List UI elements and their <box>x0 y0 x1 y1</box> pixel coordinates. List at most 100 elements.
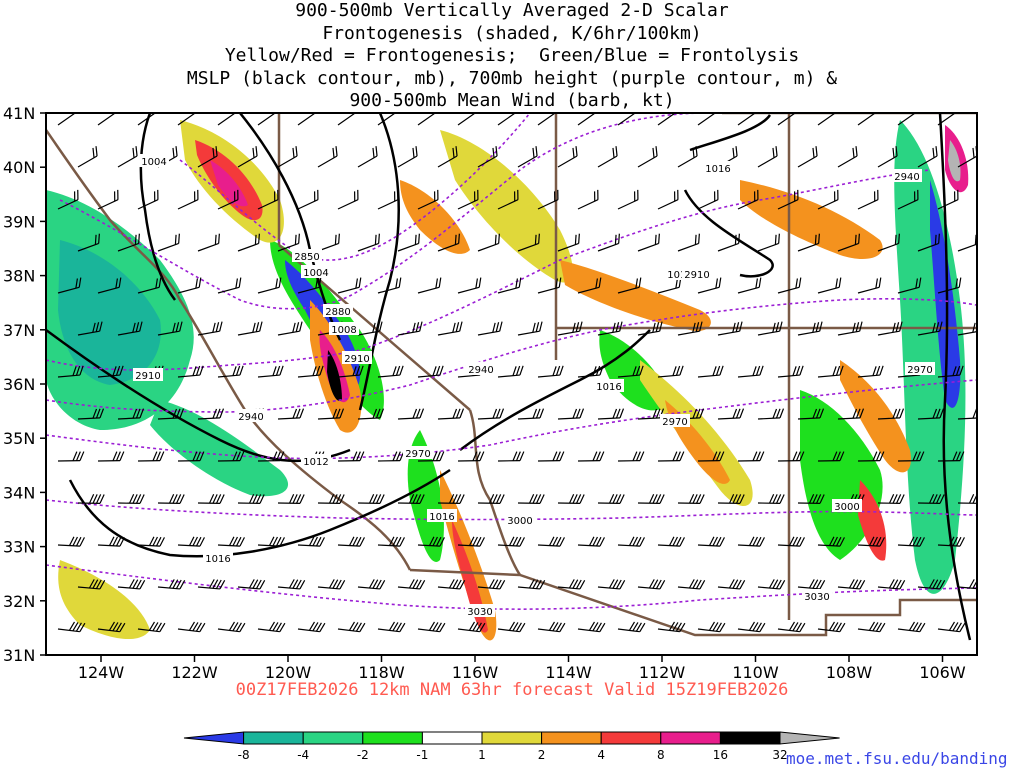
wind-barb <box>317 146 338 168</box>
wind-barb <box>497 536 525 547</box>
wind-barb <box>557 579 586 590</box>
wind-barb <box>337 536 365 547</box>
wind-barb <box>357 233 380 252</box>
height-label-bg <box>342 351 372 364</box>
wind-barb <box>637 494 665 504</box>
height-label: 2910 <box>344 354 369 365</box>
wind-barb <box>737 277 762 294</box>
wind-barb <box>617 277 642 294</box>
wind-barb <box>557 146 578 168</box>
wind-barb <box>417 277 442 294</box>
wind-barb <box>837 321 863 336</box>
height-label: 3000 <box>507 516 532 527</box>
wind-barb <box>177 277 202 294</box>
wind-barb <box>757 321 783 336</box>
height-label: 2910 <box>135 371 160 382</box>
wind-barb <box>677 321 703 336</box>
wind-barb <box>477 579 506 590</box>
coastline <box>46 129 412 571</box>
wind-barb <box>137 536 165 547</box>
wind-barb <box>277 494 305 504</box>
lat-label: 36N <box>3 375 35 394</box>
height-label-bg <box>892 169 922 182</box>
mslp-1016-loop <box>683 189 774 278</box>
wind-barb <box>637 146 658 168</box>
wind-barb <box>617 189 639 210</box>
wind-barb <box>957 579 977 590</box>
wind-barb <box>337 451 365 462</box>
mslp-label-bg <box>427 509 457 522</box>
wind-barb <box>557 494 585 504</box>
wind-barb <box>317 494 345 504</box>
wind-barb <box>117 408 145 420</box>
wind-barb <box>817 277 842 294</box>
height-label-bg <box>403 446 433 459</box>
wind-barb <box>177 451 205 462</box>
wind-barb <box>397 494 425 504</box>
wind-barb <box>457 277 482 294</box>
wind-barb <box>637 233 660 252</box>
height-label-bg <box>466 362 496 375</box>
frontogenesis-nw-max <box>210 160 248 207</box>
wind-barb <box>757 146 778 168</box>
wind-barb <box>597 146 618 168</box>
map-title: 900-500mb Vertically Averaged 2-D Scalar… <box>0 0 1024 113</box>
credit-url[interactable]: moe.met.fsu.edu/banding <box>786 749 1008 768</box>
colorbar-label: -4 <box>297 748 309 762</box>
wind-barb <box>797 494 825 504</box>
wind-barb <box>877 408 905 420</box>
wind-barb <box>657 621 686 633</box>
wind-barb <box>757 233 780 252</box>
wind-barb <box>217 536 245 547</box>
wind-barb <box>857 189 879 210</box>
wind-barb <box>437 321 463 336</box>
wind-barb <box>837 146 858 168</box>
wind-barb <box>777 189 799 210</box>
height-3000 <box>46 499 977 521</box>
colorbar-swatch <box>600 731 662 745</box>
height-label-bg <box>133 368 163 381</box>
wind-barb <box>317 233 340 252</box>
wind-barb <box>117 321 143 336</box>
wind-barb <box>177 536 205 547</box>
wind-barb <box>117 579 146 590</box>
colorbar-swatch <box>183 731 245 745</box>
mslp-1008 <box>358 113 400 411</box>
wind-barb <box>257 536 285 547</box>
mslp-label: 1016 <box>705 164 730 175</box>
wind-barb <box>697 365 724 378</box>
wind-barb <box>477 494 505 504</box>
wind-barb <box>117 494 145 504</box>
wind-barb <box>777 365 804 378</box>
height-label: 2970 <box>662 417 687 428</box>
frontogenesis-shading <box>46 120 969 641</box>
mslp-label-bg <box>594 379 624 392</box>
wind-barb <box>457 113 477 126</box>
wind-barb <box>537 189 559 210</box>
frontogenesis-nm-band <box>840 360 911 473</box>
wind-barb <box>877 233 900 252</box>
wind-barb <box>477 233 500 252</box>
lon-label: 112W <box>639 663 686 680</box>
wind-barb <box>777 621 806 633</box>
lon-label: 108W <box>826 663 873 680</box>
wind-barb <box>197 579 226 590</box>
lon-label: 120W <box>265 663 312 680</box>
wind-barb <box>97 365 124 378</box>
colorbar-swatch <box>421 731 483 745</box>
wind-barb <box>577 365 604 378</box>
height-label: 2970 <box>907 365 932 376</box>
wind-barb <box>77 579 106 590</box>
wind-barb <box>217 365 244 378</box>
lon-label: 114W <box>545 663 592 680</box>
frontolysis-east <box>894 120 966 594</box>
lon-label: 106W <box>919 663 966 680</box>
wind-barb <box>797 408 825 420</box>
wind-barb <box>857 536 885 547</box>
wind-barb <box>797 579 826 590</box>
wind-barb <box>777 277 802 294</box>
wind-barb <box>597 233 620 252</box>
height-label-bg <box>802 589 832 602</box>
wind-barb <box>457 621 486 633</box>
wind-barb <box>397 233 420 252</box>
